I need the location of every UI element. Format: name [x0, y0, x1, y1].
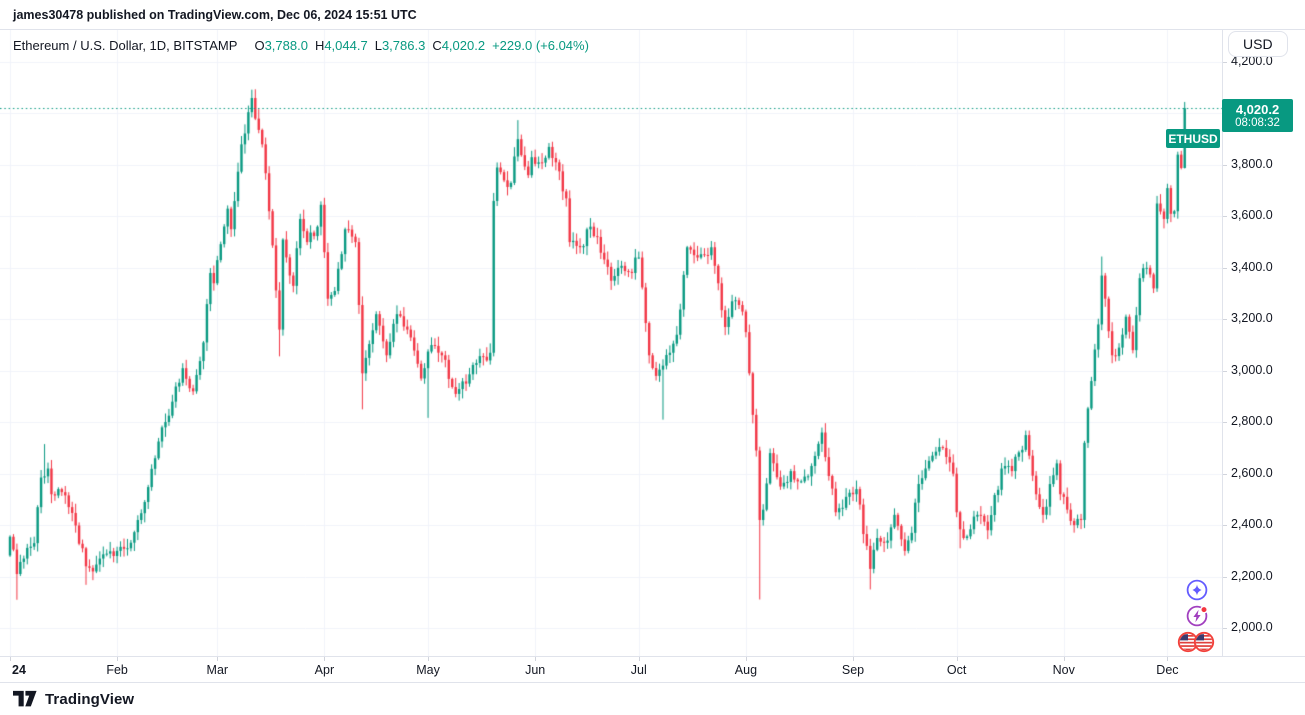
time-tick-mark [428, 657, 429, 661]
us-flags-icon[interactable] [1176, 630, 1218, 654]
time-tick-mark [217, 657, 218, 661]
price-axis[interactable]: 4,200.04,000.03,800.03,600.03,400.03,200… [1222, 30, 1305, 656]
footer-bar: TradingView [0, 682, 1305, 715]
current-price-value: 4,020.2 [1235, 101, 1280, 117]
current-price-symbol-tag: ETHUSD [1166, 129, 1220, 149]
price-tick-label: 2,400.0 [1231, 517, 1273, 532]
time-month-label: Mar [206, 663, 229, 677]
low-value: 3,786.3 [381, 38, 426, 53]
time-month-label: Sep [841, 663, 865, 677]
publisher-bar: james30478 published on TradingView.com,… [0, 0, 1305, 30]
price-tick-label: 3,800.0 [1231, 156, 1273, 171]
symbol-title: Ethereum / U.S. Dollar, 1D, BITSTAMP [13, 38, 238, 53]
time-month-label: Dec [1156, 663, 1179, 677]
ai-sparkle-icon[interactable] [1176, 578, 1218, 602]
price-tick-mark [1223, 474, 1227, 475]
current-price-box: 4,020.2 08:08:32 [1222, 99, 1293, 133]
bar-countdown: 08:08:32 [1235, 116, 1280, 129]
open-label: O [254, 38, 265, 53]
price-tick-mark [1223, 165, 1227, 166]
price-tick-mark [1223, 577, 1227, 578]
candlestick-chart-canvas[interactable] [0, 30, 1222, 656]
time-tick-mark [117, 657, 118, 661]
price-tick-mark [1223, 422, 1227, 423]
price-tick-label: 3,200.0 [1231, 311, 1273, 326]
price-tick-mark [1223, 628, 1227, 629]
price-tick-mark [1223, 525, 1227, 526]
lightning-bolt-icon[interactable] [1176, 604, 1218, 628]
price-tick-label: 4,200.0 [1231, 54, 1273, 68]
time-tick-mark [957, 657, 958, 661]
time-month-label: Aug [734, 663, 758, 677]
close-value: 4,020.2 [441, 38, 486, 53]
price-tick-label: 2,000.0 [1231, 620, 1273, 635]
price-tick-label: 3,600.0 [1231, 208, 1273, 223]
symbol-legend: Ethereum / U.S. Dollar, 1D, BITSTAMP O3,7… [13, 37, 589, 54]
currency-toggle-button[interactable]: USD [1228, 31, 1288, 57]
time-month-label: Nov [1052, 663, 1075, 677]
time-tick-mark [535, 657, 536, 661]
time-month-label: Apr [314, 663, 335, 677]
price-tick-mark [1223, 268, 1227, 269]
time-tick-mark [324, 657, 325, 661]
price-tick-mark [1223, 319, 1227, 320]
high-value: 4,044.7 [324, 38, 368, 53]
time-tick-mark [639, 657, 640, 661]
chart-area[interactable]: Ethereum / U.S. Dollar, 1D, BITSTAMP O3,7… [0, 30, 1222, 656]
price-tick-mark [1223, 371, 1227, 372]
time-month-label: Feb [106, 663, 128, 677]
close-label: C [432, 38, 442, 53]
change-value: +229.0 (+6.04%) [492, 38, 589, 53]
high-label: H [314, 38, 325, 53]
low-label: L [374, 38, 382, 53]
price-tick-label: 3,000.0 [1231, 362, 1273, 377]
time-tick-mark [1064, 657, 1065, 661]
floating-icon-stack [1176, 578, 1218, 654]
open-value: 3,788.0 [264, 38, 308, 53]
publisher-text: james30478 published on TradingView.com,… [13, 7, 417, 22]
price-tick-mark [1223, 216, 1227, 217]
price-tick-label: 2,200.0 [1231, 568, 1273, 583]
price-tick-label: 2,800.0 [1231, 414, 1273, 429]
tradingview-logo-icon[interactable] [13, 690, 37, 709]
time-tick-mark [10, 657, 11, 661]
time-month-label: Jul [630, 663, 647, 677]
time-month-label: Oct [946, 663, 967, 677]
time-axis[interactable]: 24 Feb Mar Apr May Jun Jul Aug Sep Oct Nov Dec [0, 656, 1305, 683]
price-tick-label: 2,600.0 [1231, 465, 1273, 480]
time-tick-mark [1167, 657, 1168, 661]
time-month-label: May [416, 663, 440, 677]
price-tick-label: 3,400.0 [1231, 259, 1273, 274]
time-year-label: 24 [12, 663, 26, 677]
footer-brand: TradingView [45, 690, 135, 708]
price-tick-mark [1223, 62, 1227, 63]
time-tick-mark [853, 657, 854, 661]
time-tick-mark [746, 657, 747, 661]
time-month-label: Jun [525, 663, 546, 677]
